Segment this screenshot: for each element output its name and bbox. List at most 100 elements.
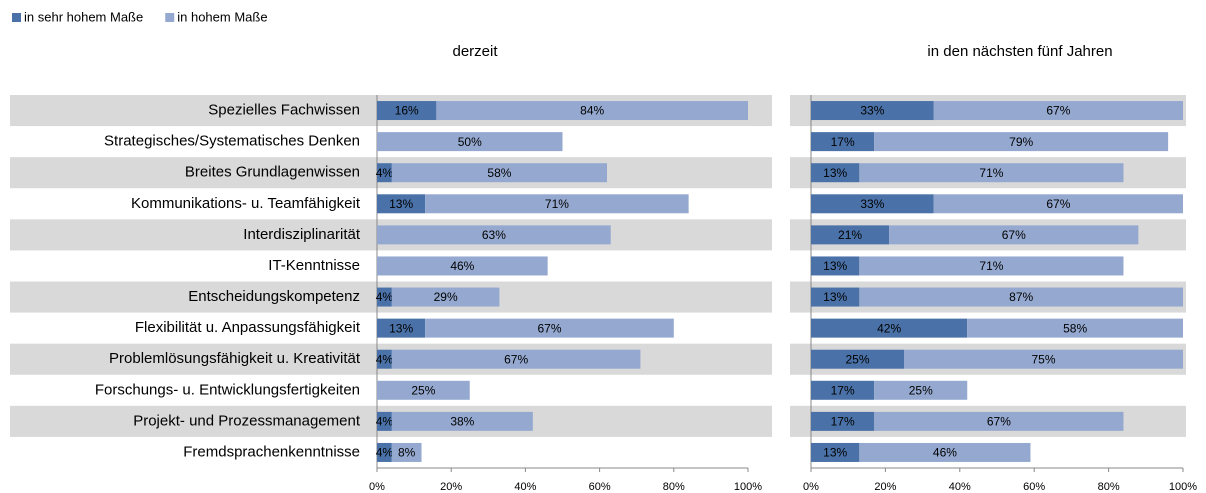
data-label: 17% xyxy=(831,135,855,149)
x-tick-label: 80% xyxy=(663,481,685,493)
y-tick-label: Fremdsprachenkenntnisse xyxy=(183,443,360,460)
y-tick-label: Strategisches/Systematisches Denken xyxy=(104,133,360,150)
data-label: 67% xyxy=(504,352,528,366)
data-label: 4% xyxy=(376,290,394,304)
data-label: 75% xyxy=(1031,352,1055,366)
x-tick-label: 0% xyxy=(803,481,819,493)
x-tick-label: 40% xyxy=(514,481,536,493)
bar xyxy=(811,163,860,183)
bar xyxy=(377,411,392,431)
data-label: 50% xyxy=(458,135,482,149)
legend-label: in hohem Maße xyxy=(177,9,267,24)
data-label: 38% xyxy=(450,415,474,429)
bar xyxy=(425,318,674,338)
bar xyxy=(859,287,1183,307)
data-label: 13% xyxy=(389,321,413,335)
bar xyxy=(859,163,1124,183)
bar xyxy=(874,411,1124,431)
x-tick-label: 60% xyxy=(1023,481,1045,493)
panel-title: derzeit xyxy=(452,43,498,60)
bar xyxy=(811,225,890,245)
data-label: 71% xyxy=(979,259,1003,273)
x-tick-label: 100% xyxy=(1169,481,1197,493)
bar xyxy=(377,132,563,152)
y-tick-label: Entscheidungskompetenz xyxy=(188,288,360,305)
data-label: 46% xyxy=(450,259,474,273)
data-label: 67% xyxy=(1002,228,1026,242)
data-label: 4% xyxy=(376,166,394,180)
y-tick-label: Spezielles Fachwissen xyxy=(208,102,360,119)
data-label: 67% xyxy=(1046,104,1070,118)
data-label: 21% xyxy=(838,228,862,242)
data-label: 16% xyxy=(395,104,419,118)
data-label: 4% xyxy=(376,352,394,366)
bar xyxy=(391,287,500,307)
bar xyxy=(904,349,1183,369)
bar xyxy=(874,132,1169,152)
x-tick-label: 20% xyxy=(874,481,896,493)
data-label: 63% xyxy=(482,228,506,242)
data-label: 25% xyxy=(845,352,869,366)
data-label: 13% xyxy=(823,290,847,304)
bar xyxy=(377,256,548,276)
bar xyxy=(391,442,422,462)
bar xyxy=(377,225,611,245)
data-label: 84% xyxy=(580,104,604,118)
data-label: 4% xyxy=(376,415,394,429)
bar xyxy=(377,194,426,214)
data-label: 4% xyxy=(376,446,394,460)
data-label: 42% xyxy=(877,321,901,335)
bar xyxy=(391,163,608,183)
bar xyxy=(811,101,934,121)
bar xyxy=(811,411,875,431)
bar xyxy=(889,225,1139,245)
bar xyxy=(377,442,392,462)
data-label: 67% xyxy=(537,321,561,335)
bar xyxy=(391,349,641,369)
y-tick-label: Projekt- und Prozessmanagement xyxy=(133,412,361,429)
y-tick-label: Kommunikations- u. Teamfähigkeit xyxy=(131,195,361,212)
bar xyxy=(377,287,392,307)
data-label: 17% xyxy=(831,415,855,429)
bar xyxy=(377,380,470,400)
bar xyxy=(377,101,437,121)
bar xyxy=(811,132,875,152)
legend-swatch xyxy=(165,13,175,22)
y-tick-label: Breites Grundlagenwissen xyxy=(185,164,360,181)
data-label: 13% xyxy=(389,197,413,211)
data-label: 71% xyxy=(545,197,569,211)
data-label: 33% xyxy=(860,104,884,118)
bar xyxy=(811,318,968,338)
data-label: 29% xyxy=(434,290,458,304)
bar xyxy=(811,194,934,214)
data-label: 33% xyxy=(860,197,884,211)
x-tick-label: 60% xyxy=(589,481,611,493)
x-tick-label: 0% xyxy=(369,481,385,493)
bar xyxy=(425,194,689,214)
bar xyxy=(377,163,392,183)
data-label: 13% xyxy=(823,259,847,273)
bar xyxy=(874,380,968,400)
legend-swatch xyxy=(12,13,21,22)
bar xyxy=(377,349,392,369)
data-label: 79% xyxy=(1009,135,1033,149)
bar xyxy=(967,318,1183,338)
bar xyxy=(391,411,533,431)
bar xyxy=(377,318,426,338)
x-tick-label: 40% xyxy=(949,481,971,493)
x-tick-label: 100% xyxy=(734,481,762,493)
data-label: 25% xyxy=(909,383,933,397)
bar xyxy=(436,101,748,121)
bar xyxy=(933,194,1183,214)
data-label: 17% xyxy=(831,383,855,397)
x-tick-label: 20% xyxy=(440,481,462,493)
y-tick-label: Problemlösungsfähigkeit u. Kreativität xyxy=(109,350,361,367)
bar xyxy=(811,442,860,462)
data-label: 71% xyxy=(979,166,1003,180)
bar xyxy=(859,256,1124,276)
data-label: 58% xyxy=(1063,321,1087,335)
bar xyxy=(811,349,904,369)
data-label: 13% xyxy=(823,446,847,460)
data-label: 46% xyxy=(933,446,957,460)
